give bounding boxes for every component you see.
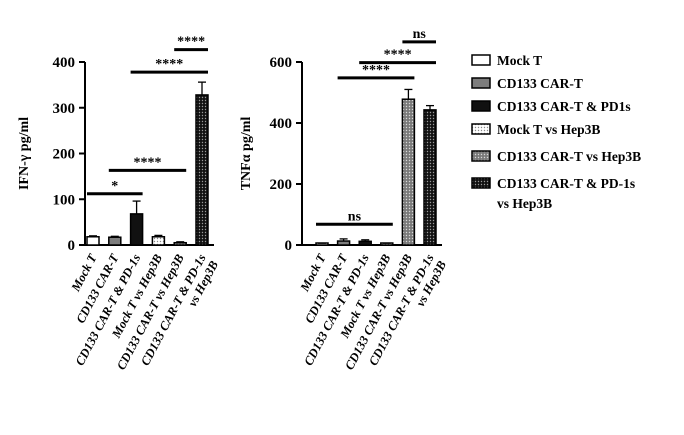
legend-swatch: [471, 177, 491, 189]
significance-label: ns: [348, 209, 362, 224]
legend: Mock T CD133 CAR-T CD133 CAR-T & PD1s Mock …: [471, 53, 641, 211]
y-tick-label: 0: [285, 238, 293, 254]
y-tick-label: 400: [53, 55, 76, 71]
bar: [358, 240, 372, 246]
significance-label: ****: [177, 35, 205, 50]
significance-label: ****: [384, 48, 412, 63]
legend-label: Mock T: [497, 53, 542, 68]
bar: [108, 236, 122, 246]
significance-label: ns: [413, 27, 427, 42]
legend-swatch: [471, 100, 491, 112]
y-tick-label: 0: [68, 238, 76, 254]
legend-label: CD133 CAR-T & PD-1s: [497, 176, 635, 191]
bar: [195, 94, 209, 246]
legend-swatch: [471, 123, 491, 135]
legend-label: CD133 CAR-T: [497, 76, 583, 91]
legend-label: vs Hep3B: [497, 196, 552, 211]
legend-label: Mock T vs Hep3B: [497, 122, 600, 137]
y-axis-title: IFN-γ pg/ml: [17, 117, 32, 190]
y-tick-label: 200: [53, 147, 76, 163]
bar: [173, 241, 187, 246]
y-tick-label: 600: [270, 55, 293, 71]
significance-label: *: [111, 179, 118, 194]
bar: [151, 236, 166, 246]
y-tick-label: 300: [53, 101, 76, 117]
y-tick-label: 400: [270, 116, 293, 132]
significance-label: ****: [362, 63, 390, 78]
bar: [401, 98, 416, 246]
legend-swatch: [471, 54, 491, 66]
legend-label: CD133 CAR-T & PD1s: [497, 99, 631, 114]
significance-label: ****: [134, 155, 162, 170]
legend-swatch: [471, 150, 491, 162]
significance-label: ****: [155, 57, 183, 72]
y-tick-label: 200: [270, 177, 293, 193]
legend-label: CD133 CAR-T vs Hep3B: [497, 149, 641, 164]
bar: [336, 240, 351, 246]
y-axis-title: TNFα pg/ml: [239, 117, 254, 191]
y-tick-label: 100: [53, 192, 76, 208]
bar: [129, 213, 144, 246]
legend-swatch: [471, 77, 491, 89]
bar: [86, 236, 100, 246]
bar: [423, 109, 437, 246]
